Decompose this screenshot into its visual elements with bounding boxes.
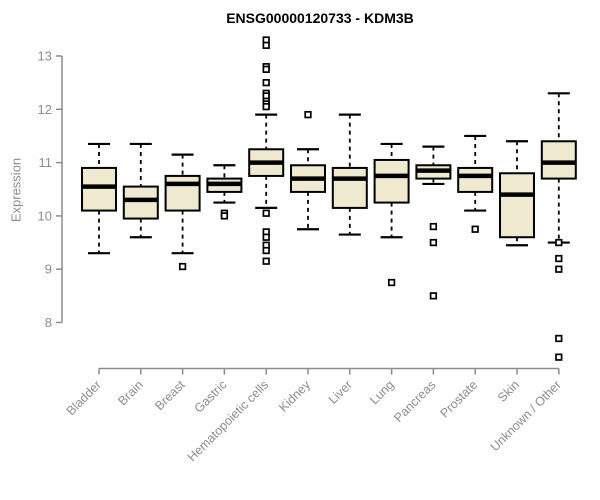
outlier-point bbox=[262, 257, 270, 265]
x-category-label: Hematopoietic cells bbox=[185, 378, 272, 465]
outlier-point bbox=[555, 265, 563, 273]
y-tick-label: 10 bbox=[38, 208, 52, 223]
box-iqr bbox=[499, 172, 535, 239]
x-category-label: Bladder bbox=[64, 378, 104, 418]
chart-title: ENSG00000120733 - KDM3B bbox=[226, 10, 414, 26]
y-tick-label: 11 bbox=[39, 155, 53, 170]
x-category-label: Skin bbox=[495, 378, 522, 405]
box-iqr bbox=[373, 158, 410, 204]
y-tick-label: 12 bbox=[38, 102, 52, 117]
x-category-label: Breast bbox=[152, 377, 188, 413]
y-tick-label: 8 bbox=[45, 315, 52, 330]
outlier-point bbox=[262, 41, 270, 49]
outlier-point bbox=[555, 254, 563, 263]
outlier-point bbox=[262, 102, 270, 111]
x-category-label: Kidney bbox=[276, 377, 313, 414]
x-category-label: Gastric bbox=[192, 378, 230, 416]
box-iqr bbox=[122, 185, 159, 220]
outlier-point bbox=[555, 353, 563, 361]
x-category-label: Liver bbox=[326, 378, 355, 407]
box-iqr bbox=[81, 166, 117, 212]
outlier-point bbox=[262, 65, 270, 73]
outlier-point bbox=[262, 209, 270, 217]
x-category-label: Prostate bbox=[437, 378, 480, 421]
outlier-point bbox=[262, 78, 270, 87]
box-iqr bbox=[331, 166, 368, 209]
x-category-label: Pancreas bbox=[391, 378, 438, 425]
outlier-point bbox=[471, 225, 479, 233]
y-tick-label: 9 bbox=[45, 262, 52, 277]
x-category-label: Brain bbox=[115, 378, 146, 409]
outlier-point bbox=[429, 238, 438, 247]
box-iqr bbox=[457, 166, 494, 193]
outlier-point bbox=[555, 238, 563, 247]
outlier-point bbox=[387, 278, 396, 287]
outlier-point bbox=[262, 246, 270, 255]
outlier-point bbox=[220, 212, 229, 220]
outlier-point bbox=[429, 292, 438, 300]
y-tick-label: 13 bbox=[38, 49, 52, 64]
outlier-point bbox=[178, 262, 187, 271]
outlier-point bbox=[262, 233, 270, 241]
outlier-point bbox=[304, 110, 312, 119]
x-category-label: Lung bbox=[367, 378, 397, 408]
outlier-point bbox=[429, 222, 438, 231]
box-iqr bbox=[164, 174, 201, 212]
box-iqr bbox=[540, 140, 577, 180]
x-category-label: Unknown / Other bbox=[488, 378, 564, 454]
outlier-point bbox=[555, 334, 563, 343]
